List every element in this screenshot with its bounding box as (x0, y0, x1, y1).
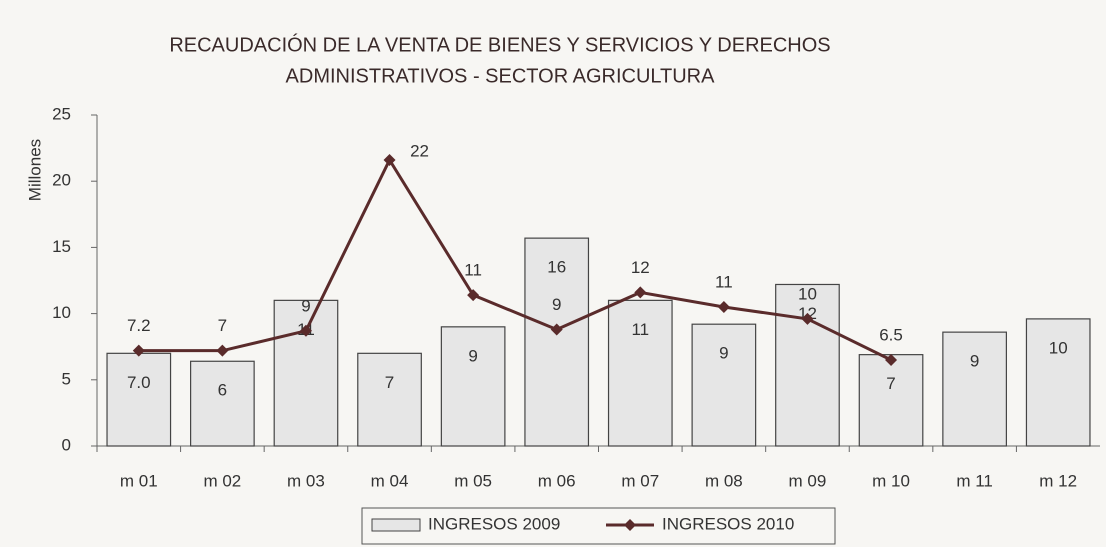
y-tick-label: 25 (52, 104, 71, 123)
line-value-label: 11 (464, 261, 482, 280)
y-tick-label: 0 (62, 435, 71, 454)
x-tick-label: m 07 (621, 471, 659, 490)
line-marker (885, 353, 898, 366)
line-value-label: 11 (715, 272, 733, 291)
bar-value-label: 9 (468, 346, 477, 365)
line-value-label: 6.5 (879, 325, 903, 344)
bar-value-label: 7 (385, 373, 394, 392)
bar-value-label: 16 (547, 258, 566, 277)
line-value-label: 9 (552, 295, 561, 314)
legend-swatch (371, 518, 421, 532)
line-value-label: 12 (631, 258, 650, 277)
legend-marker (624, 519, 636, 531)
x-tick-label: m 01 (120, 471, 158, 490)
bar-value-label: 7 (886, 374, 895, 393)
x-tick-label: m 12 (1039, 471, 1077, 490)
bar (858, 354, 924, 447)
y-tick-label: 15 (52, 237, 71, 256)
bar-value-label: 9 (970, 352, 979, 371)
bar (775, 283, 840, 447)
bar (1025, 318, 1091, 447)
y-axis-label: Millones (25, 139, 44, 201)
bar (691, 323, 757, 447)
x-tick-label: m 06 (538, 471, 576, 490)
legend-box (361, 507, 836, 545)
line-value-label: 7 (218, 316, 227, 335)
line-value-label: 10 (798, 284, 817, 303)
x-tick-label: m 03 (287, 471, 325, 490)
bar-value-label: 9 (719, 344, 728, 363)
bar (190, 360, 255, 447)
line-marker (634, 286, 647, 299)
y-tick-label: 10 (52, 303, 71, 322)
chart-title: ADMINISTRATIVOS - SECTOR AGRICULTURA (286, 65, 716, 87)
line-marker (717, 300, 730, 313)
y-tick-label: 20 (52, 171, 71, 190)
x-tick-label: m 04 (371, 471, 409, 490)
line-marker (299, 324, 312, 337)
bar-value-label: 10 (1049, 338, 1068, 357)
bar (106, 352, 172, 447)
bar-value-label: 7.0 (127, 373, 151, 392)
bar (524, 237, 590, 447)
y-tick-label: 5 (62, 369, 71, 388)
line-value-label: 22 (410, 142, 429, 161)
bar (357, 352, 422, 447)
line (138, 156, 892, 362)
x-tick-label: m 11 (956, 471, 993, 490)
chart-title: RECAUDACIÓN DE LA VENTA DE BIENES Y SERV… (169, 33, 830, 56)
line-value-label: 9 (301, 296, 310, 315)
x-tick-label: m 10 (872, 471, 910, 490)
bar (440, 326, 506, 447)
bar-value-label: 11 (631, 320, 649, 339)
x-tick-label: m 02 (203, 471, 241, 490)
x-tick-label: m 05 (454, 471, 492, 490)
line-marker (550, 323, 563, 336)
legend-label: INGRESOS 2010 (662, 514, 794, 533)
line-marker (216, 344, 229, 357)
line-marker (383, 154, 396, 167)
legend-label: INGRESOS 2009 (428, 514, 560, 533)
x-tick-label: m 09 (789, 471, 827, 490)
line-marker (467, 289, 480, 302)
bar (942, 331, 1007, 447)
line-marker (801, 312, 814, 325)
x-tick-label: m 08 (705, 471, 743, 490)
bar-value-label: 6 (218, 381, 227, 400)
line-value-label: 7.2 (127, 316, 151, 335)
bar (273, 299, 339, 447)
line-marker (132, 344, 145, 357)
bar (607, 299, 673, 447)
